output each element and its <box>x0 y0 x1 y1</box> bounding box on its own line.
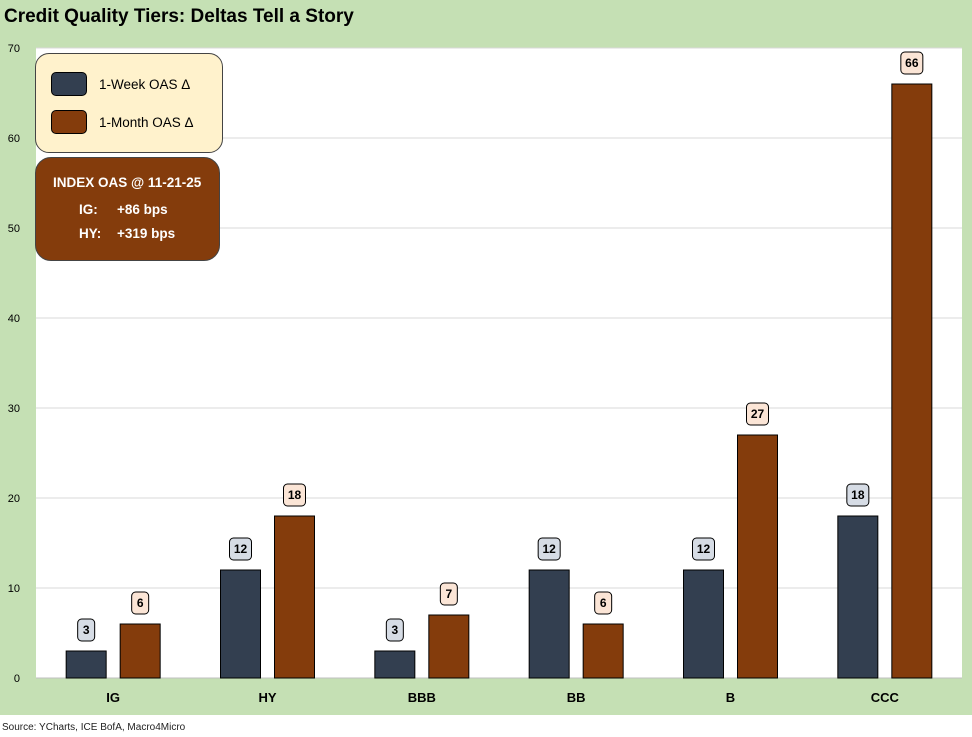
data-label-box <box>131 591 150 615</box>
data-label-box <box>229 537 252 561</box>
legend-item-week: 1-Week OAS Δ <box>51 71 190 97</box>
index-hy-line: HY: +319 bps <box>79 226 175 241</box>
legend-label-month: 1-Month OAS Δ <box>99 114 194 130</box>
index-oas-title: INDEX OAS @ 11-21-25 <box>53 175 202 190</box>
data-label-month: 66 <box>905 56 919 70</box>
x-tick-label: BB <box>567 690 586 705</box>
bar-week <box>65 650 107 679</box>
y-tick-label: 10 <box>8 583 20 595</box>
y-tick-label: 20 <box>8 493 20 505</box>
bar-month <box>119 623 161 679</box>
bar-month <box>737 434 778 679</box>
bar-month <box>274 515 315 679</box>
y-tick-label: 60 <box>8 133 20 145</box>
legend-item-month: 1-Month OAS Δ <box>51 109 194 135</box>
bars <box>65 83 933 679</box>
y-tick-label: 70 <box>8 43 20 55</box>
y-tick-label: 30 <box>8 403 20 415</box>
data-label-box <box>746 402 769 426</box>
data-label-week: 12 <box>234 542 248 556</box>
bar-week <box>837 515 879 679</box>
legend-swatch-month <box>51 110 87 134</box>
data-label-week: 3 <box>391 623 398 637</box>
x-tick-label: CCC <box>871 690 900 705</box>
x-tick-label: B <box>726 690 735 705</box>
data-label-box <box>385 618 404 642</box>
index-ig-value: +86 bps <box>117 202 168 217</box>
legend-swatch-week <box>51 72 87 96</box>
data-label-box <box>900 51 924 75</box>
legend-label-week: 1-Week OAS Δ <box>99 76 191 92</box>
bar-week <box>528 569 570 679</box>
bar-week <box>683 569 724 679</box>
x-tick-label: IG <box>106 690 120 705</box>
y-tick-label: 40 <box>8 313 20 325</box>
data-labels: 3 6 12 18 3 7 12 6 12 27 18 66 <box>77 51 924 642</box>
bar-month <box>582 623 624 679</box>
y-tick-label: 0 <box>14 673 20 685</box>
x-axis-ticks: IG HY BBB BB B CCC <box>106 690 899 705</box>
index-hy-label: HY: <box>79 226 102 241</box>
y-tick-label: 50 <box>8 223 20 235</box>
bar-month <box>891 83 933 679</box>
data-label-month: 7 <box>445 587 452 601</box>
title-bar: Credit Quality Tiers: Deltas Tell a Stor… <box>0 0 972 35</box>
data-label-box <box>283 483 306 507</box>
data-label-box <box>594 591 613 615</box>
plot-area <box>36 48 962 678</box>
data-label-box <box>77 618 96 642</box>
index-oas-box: INDEX OAS @ 11-21-25 IG: +86 bps HY: +31… <box>35 157 220 261</box>
data-label-week: 12 <box>542 542 556 556</box>
y-axis-ticks: 0 10 20 30 40 50 60 70 <box>8 43 20 685</box>
data-label-box <box>846 483 870 507</box>
data-label-month: 27 <box>751 407 765 421</box>
source-note: Source: YCharts, ICE BofA, Macro4Micro <box>2 722 186 733</box>
data-label-box <box>537 537 561 561</box>
data-label-month: 6 <box>137 596 144 610</box>
x-tick-label: BBB <box>408 690 436 705</box>
x-tick-label: HY <box>258 690 276 705</box>
bar-week <box>374 650 416 679</box>
index-hy-value: +319 bps <box>117 226 176 241</box>
data-label-box <box>692 537 715 561</box>
data-label-month: 18 <box>288 488 302 502</box>
data-label-week: 3 <box>83 623 90 637</box>
legend: 1-Week OAS Δ 1-Month OAS Δ <box>35 53 223 153</box>
index-ig-line: IG: +86 bps <box>79 202 168 217</box>
chart-title: Credit Quality Tiers: Deltas Tell a Stor… <box>4 6 354 27</box>
gridlines <box>36 47 962 679</box>
bar-week <box>220 569 261 679</box>
data-label-box <box>439 582 458 606</box>
data-label-week: 18 <box>851 488 865 502</box>
index-ig-label: IG: <box>79 202 98 217</box>
data-label-month: 6 <box>600 596 607 610</box>
data-label-week: 12 <box>697 542 711 556</box>
bar-month <box>428 614 470 679</box>
